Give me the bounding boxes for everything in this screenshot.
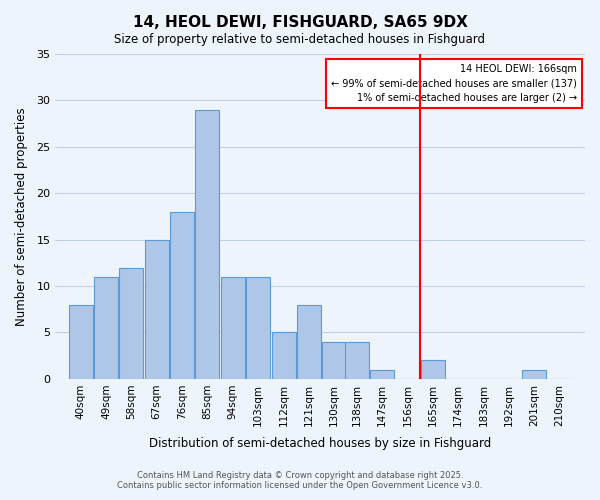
- Bar: [523, 370, 546, 379]
- Text: 14 HEOL DEWI: 166sqm
← 99% of semi-detached houses are smaller (137)
1% of semi-: 14 HEOL DEWI: 166sqm ← 99% of semi-detac…: [331, 64, 577, 104]
- Bar: [345, 342, 369, 379]
- Bar: [145, 240, 169, 379]
- Bar: [246, 277, 270, 379]
- Bar: [370, 370, 394, 379]
- Y-axis label: Number of semi-detached properties: Number of semi-detached properties: [15, 107, 28, 326]
- Bar: [297, 304, 321, 379]
- Bar: [94, 277, 118, 379]
- Bar: [119, 268, 143, 379]
- Bar: [421, 360, 445, 379]
- Text: Contains HM Land Registry data © Crown copyright and database right 2025.
Contai: Contains HM Land Registry data © Crown c…: [118, 470, 482, 490]
- Bar: [170, 212, 194, 379]
- Text: 14, HEOL DEWI, FISHGUARD, SA65 9DX: 14, HEOL DEWI, FISHGUARD, SA65 9DX: [133, 15, 467, 30]
- Text: Size of property relative to semi-detached houses in Fishguard: Size of property relative to semi-detach…: [115, 32, 485, 46]
- Bar: [272, 332, 296, 379]
- Bar: [196, 110, 220, 379]
- X-axis label: Distribution of semi-detached houses by size in Fishguard: Distribution of semi-detached houses by …: [149, 437, 491, 450]
- Bar: [69, 304, 92, 379]
- Bar: [221, 277, 245, 379]
- Bar: [322, 342, 346, 379]
